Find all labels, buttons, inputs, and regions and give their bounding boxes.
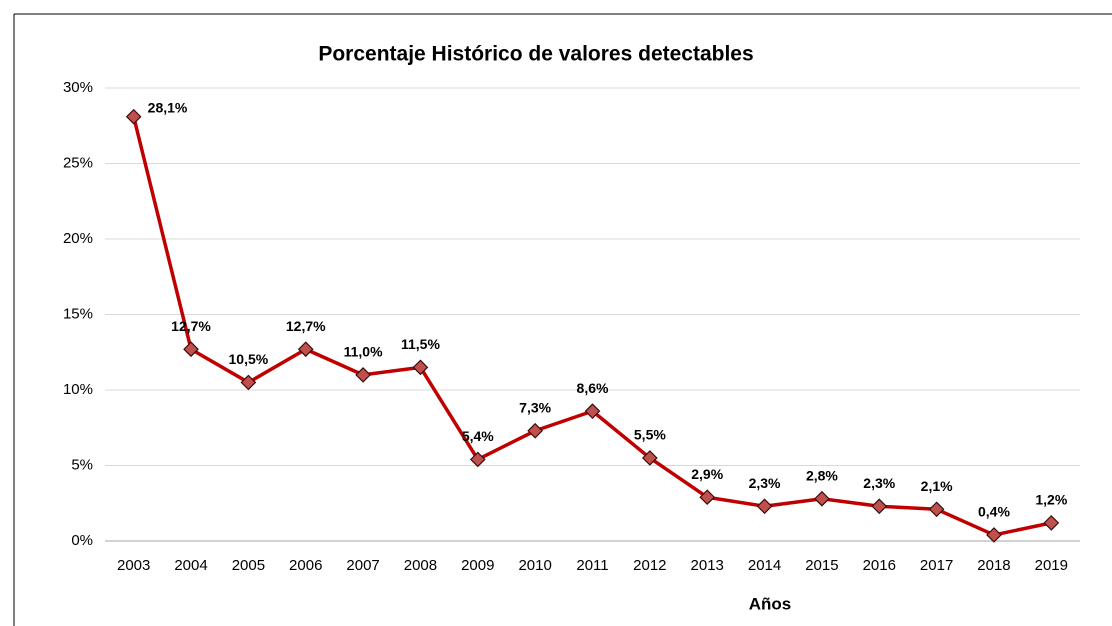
- data-label: 0,4%: [978, 504, 1010, 520]
- marker: [699, 489, 716, 506]
- chart-title: Porcentaje Histórico de valores detectab…: [318, 43, 753, 66]
- data-label: 5,5%: [634, 427, 666, 443]
- y-tick-label: 10%: [63, 381, 93, 398]
- data-label: 1,2%: [1035, 492, 1067, 508]
- marker: [642, 450, 658, 466]
- x-tick-label: 2008: [404, 557, 437, 574]
- data-label: 10,5%: [229, 351, 269, 367]
- x-tick-label: 2013: [691, 557, 724, 574]
- x-tick-label: 2010: [518, 557, 551, 574]
- data-label: 7,3%: [519, 399, 551, 415]
- data-label: 2,3%: [863, 475, 895, 491]
- x-tick-label: 2019: [1035, 557, 1068, 574]
- marker: [928, 501, 945, 518]
- marker: [756, 498, 773, 515]
- x-tick-label: 2018: [977, 557, 1010, 574]
- x-tick-label: 2014: [748, 557, 781, 574]
- data-label: 11,5%: [401, 336, 440, 352]
- marker: [584, 403, 601, 419]
- series-line: [131, 116, 1052, 537]
- y-tick-label: 25%: [63, 154, 93, 171]
- data-label: 12,7%: [171, 318, 211, 334]
- data-label: 28,1%: [148, 99, 188, 115]
- marker: [1043, 515, 1060, 531]
- data-label: 11,0%: [344, 344, 383, 360]
- data-label: 5,4%: [462, 428, 494, 444]
- data-label: 12,7%: [286, 318, 326, 334]
- x-tick-label: 2009: [461, 557, 494, 574]
- x-tick-label: 2015: [805, 557, 838, 574]
- marker: [240, 374, 257, 391]
- x-tick-label: 2005: [232, 557, 265, 574]
- x-tick-label: 2016: [863, 557, 896, 574]
- data-label: 2,8%: [806, 467, 838, 483]
- marker: [412, 359, 429, 376]
- x-tick-label: 2012: [633, 557, 666, 574]
- x-tick-label: 2003: [117, 557, 150, 574]
- marker: [297, 341, 314, 358]
- data-label: 2,1%: [921, 478, 953, 494]
- marker: [125, 108, 142, 125]
- marker: [871, 498, 888, 515]
- y-tick-label: 20%: [63, 230, 93, 247]
- data-label: 8,6%: [577, 380, 609, 396]
- x-tick-label: 2007: [346, 557, 379, 574]
- marker: [355, 367, 371, 383]
- y-tick-label: 5%: [71, 456, 93, 473]
- y-tick-label: 0%: [71, 532, 93, 549]
- x-tick-label: 2004: [174, 557, 207, 574]
- marker: [814, 490, 830, 507]
- marker: [469, 451, 486, 468]
- data-label: 2,3%: [749, 475, 781, 491]
- x-axis-label: Años: [749, 594, 792, 613]
- marker: [183, 341, 199, 358]
- x-tick-label: 2017: [920, 557, 953, 574]
- y-tick-label: 15%: [63, 305, 93, 322]
- data-label: 2,9%: [691, 466, 723, 482]
- y-tick-label: 30%: [63, 79, 93, 96]
- marker: [986, 527, 1002, 543]
- marker: [527, 422, 543, 439]
- x-tick-label: 2006: [289, 557, 322, 574]
- x-tick-label: 2011: [576, 557, 608, 574]
